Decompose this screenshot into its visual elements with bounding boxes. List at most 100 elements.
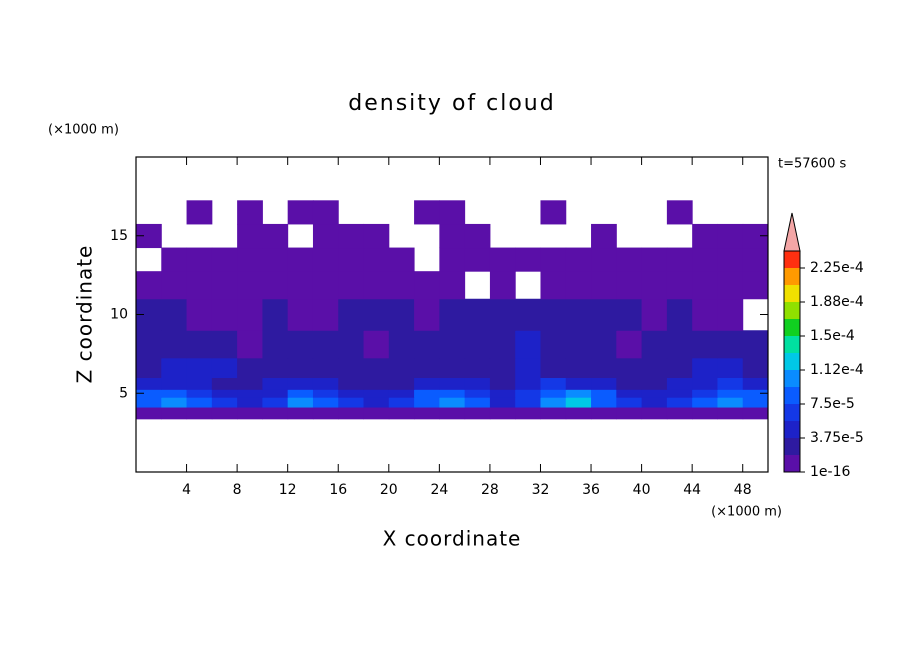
contour-cell xyxy=(565,397,592,408)
contour-cell xyxy=(388,271,415,300)
contour-cell xyxy=(641,407,668,420)
colorbar-band xyxy=(784,404,800,421)
contour-cell xyxy=(262,298,289,331)
contour-cell xyxy=(515,407,541,420)
colorbar-band xyxy=(784,421,800,438)
x-tick-label: 44 xyxy=(683,482,701,498)
contour-cell xyxy=(211,397,238,408)
contour-cell xyxy=(363,407,390,420)
contour-cell xyxy=(388,357,415,378)
x-tick-label: 32 xyxy=(532,482,550,498)
contour-cell xyxy=(641,271,668,300)
contour-cell xyxy=(717,357,744,378)
contour-cell xyxy=(565,357,592,378)
contour-cell xyxy=(692,247,718,272)
colorbar-tick-label: 1e-16 xyxy=(810,464,850,480)
contour-cell xyxy=(591,223,617,249)
contour-cell xyxy=(464,223,491,249)
contour-cell xyxy=(287,357,314,378)
contour-cell xyxy=(161,397,188,408)
contour-cell xyxy=(237,407,263,420)
x-tick-label: 8 xyxy=(233,482,242,498)
contour-cell xyxy=(262,407,289,420)
contour-cell xyxy=(186,389,213,398)
contour-cell xyxy=(186,397,213,408)
contour-cell xyxy=(363,377,390,390)
contour-cell xyxy=(136,377,162,390)
x-tick-label: 48 xyxy=(734,482,752,498)
time-label: t=57600 s xyxy=(778,157,846,172)
contour-cell xyxy=(338,397,365,408)
contour-cell xyxy=(540,407,567,420)
contour-cell xyxy=(338,271,365,300)
contour-cell xyxy=(540,330,567,359)
contour-cell xyxy=(565,298,592,331)
y-tick-label: 5 xyxy=(119,385,128,401)
x-tick-label: 36 xyxy=(582,482,600,498)
contour-cell xyxy=(489,330,516,359)
contour-cell xyxy=(262,389,289,398)
x-tick-label: 20 xyxy=(380,482,398,498)
contour-cell xyxy=(186,298,213,331)
contour-cell xyxy=(136,407,162,420)
contour-cell xyxy=(388,298,415,331)
contour-cell xyxy=(363,247,390,272)
contour-cell xyxy=(464,357,491,378)
contour-cell xyxy=(338,357,365,378)
contour-cell xyxy=(287,389,314,398)
contour-cell xyxy=(439,397,466,408)
contour-cell xyxy=(616,298,643,331)
contour-cell xyxy=(186,357,213,378)
contour-cell xyxy=(616,247,643,272)
contour-cell xyxy=(363,397,390,408)
contour-cell xyxy=(616,377,643,390)
contour-cell xyxy=(666,271,693,300)
contour-cell xyxy=(161,271,188,300)
contour-cell xyxy=(186,377,213,390)
contour-cell xyxy=(211,377,238,390)
contour-cell xyxy=(287,330,314,359)
contour-cell xyxy=(161,407,188,420)
contour-cell xyxy=(136,389,162,398)
contour-cell xyxy=(565,407,592,420)
contour-cell xyxy=(666,247,693,272)
contour-cell xyxy=(591,271,617,300)
contour-cell xyxy=(363,223,390,249)
contour-cell xyxy=(237,357,263,378)
contour-cell xyxy=(312,397,339,408)
contour-cell xyxy=(616,330,643,359)
contour-cell xyxy=(312,357,339,378)
contour-cell xyxy=(464,397,491,408)
contour-cell xyxy=(464,298,491,331)
contour-cell xyxy=(414,298,440,331)
contour-cell xyxy=(565,247,592,272)
contour-cell xyxy=(439,200,466,225)
contour-cell xyxy=(414,357,440,378)
y-axis-title: Z coordinate xyxy=(73,245,97,384)
contour-cell xyxy=(616,271,643,300)
contour-cell xyxy=(692,357,718,378)
contour-cell xyxy=(717,389,744,398)
colorbar-tick-label: 7.5e-5 xyxy=(810,396,855,412)
contour-cell xyxy=(439,271,466,300)
x-tick-label: 40 xyxy=(633,482,651,498)
contour-cell xyxy=(540,247,567,272)
contour-cell xyxy=(414,271,440,300)
contour-cell xyxy=(211,247,238,272)
contour-cell xyxy=(666,389,693,398)
contour-cell xyxy=(312,247,339,272)
contour-cell xyxy=(515,377,541,390)
contour-cell xyxy=(338,223,365,249)
contour-cell xyxy=(515,330,541,359)
contour-cell xyxy=(666,357,693,378)
contour-cell xyxy=(439,223,466,249)
contour-cell xyxy=(312,377,339,390)
contour-cell xyxy=(186,247,213,272)
contour-cell xyxy=(237,397,263,408)
contour-cell xyxy=(439,407,466,420)
x-tick-label: 16 xyxy=(329,482,347,498)
colorbar-tick-label: 2.25e-4 xyxy=(810,260,864,276)
contour-cell xyxy=(464,407,491,420)
contour-cell xyxy=(717,247,744,272)
